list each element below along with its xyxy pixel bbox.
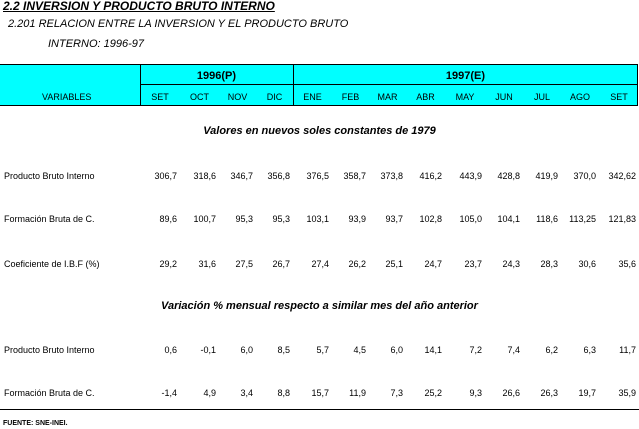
cell: 25,2 <box>424 388 442 398</box>
month-header: SET <box>151 92 169 102</box>
cell: 3,4 <box>240 388 253 398</box>
cell: 9,3 <box>469 388 482 398</box>
source: FUENTE: SNE-INEI. <box>3 420 68 427</box>
row-label: Coeficiente de I.B.F (%) <box>4 259 100 269</box>
cell: 26,2 <box>348 259 366 269</box>
cell: 93,7 <box>385 214 403 224</box>
cell: 113,25 <box>569 214 596 224</box>
cell: -0,1 <box>200 345 216 355</box>
cell: 7,4 <box>507 345 520 355</box>
month-header: MAR <box>377 92 398 102</box>
cell: 6,0 <box>390 345 403 355</box>
month-header: NOV <box>227 92 248 102</box>
row-label: Formación Bruta de C. <box>4 388 95 398</box>
subtitle: 2.201 RELACION ENTRE LA INVERSION Y EL P… <box>8 18 349 30</box>
cell: 11,9 <box>349 388 366 398</box>
cell: 346,7 <box>230 171 253 181</box>
cell: 4,5 <box>353 345 366 355</box>
cell: 121,83 <box>608 214 636 224</box>
cell: 7,2 <box>469 345 482 355</box>
cell: 27,4 <box>311 259 329 269</box>
cell: 376,5 <box>306 171 329 181</box>
cell: 416,2 <box>419 171 442 181</box>
cell: 5,7 <box>316 345 329 355</box>
cell: 100,7 <box>193 214 216 224</box>
cell: 7,3 <box>390 388 403 398</box>
cell: 35,6 <box>618 259 636 269</box>
cell: 6,3 <box>583 345 596 355</box>
cell: 373,8 <box>380 171 403 181</box>
month-header: SET <box>610 92 628 102</box>
cell: 104,1 <box>497 214 520 224</box>
divider <box>0 409 639 410</box>
cell: 93,9 <box>348 214 366 224</box>
divider <box>140 84 638 85</box>
cell: 443,9 <box>459 171 482 181</box>
subtitle: INTERNO: 1996-97 <box>48 38 144 50</box>
cell: 26,3 <box>540 388 558 398</box>
cell: 89,6 <box>159 214 177 224</box>
group-header: 1996(P) <box>196 70 237 82</box>
cell: 24,3 <box>502 259 520 269</box>
cell: 318,6 <box>193 171 216 181</box>
cell: 25,1 <box>385 259 403 269</box>
month-header: FEB <box>341 92 360 102</box>
cell: 306,7 <box>154 171 177 181</box>
cell: 8,8 <box>277 388 290 398</box>
cell: 28,3 <box>540 259 558 269</box>
cell: 103,1 <box>306 214 329 224</box>
cell: 356,8 <box>267 171 290 181</box>
month-header: OCT <box>190 92 209 102</box>
cell: 370,0 <box>573 171 596 181</box>
cell: 14,1 <box>424 345 442 355</box>
month-header: MAY <box>455 92 475 102</box>
cell: 29,2 <box>159 259 177 269</box>
cell: 6,0 <box>240 345 253 355</box>
cell: 95,3 <box>235 214 253 224</box>
cell: 23,7 <box>464 259 482 269</box>
title: 2.2 INVERSION Y PRODUCTO BRUTO INTERNO <box>3 0 275 13</box>
section-heading: Variación % mensual respecto a similar m… <box>161 300 478 312</box>
cell: 11,7 <box>619 345 636 355</box>
cell: 30,6 <box>578 259 596 269</box>
cell: 428,8 <box>497 171 520 181</box>
cell: 35,9 <box>618 388 636 398</box>
month-header: AGO <box>569 92 590 102</box>
row-label: Producto Bruto Interno <box>4 345 95 355</box>
month-header: JUN <box>495 92 513 102</box>
row-label: Formación Bruta de C. <box>4 214 95 224</box>
cell: 8,5 <box>277 345 290 355</box>
month-header: ABR <box>416 92 435 102</box>
section-heading: Valores en nuevos soles constantes de 19… <box>203 125 436 137</box>
cell: 6,2 <box>545 345 558 355</box>
row-label: Producto Bruto Interno <box>4 171 95 181</box>
cell: 27,5 <box>235 259 253 269</box>
cell: 31,6 <box>198 259 216 269</box>
cell: 102,8 <box>419 214 442 224</box>
cell: 118,6 <box>536 214 558 224</box>
cell: 419,9 <box>535 171 558 181</box>
month-header: JUL <box>533 92 550 102</box>
cell: 26,7 <box>272 259 290 269</box>
month-header: DIC <box>266 92 283 102</box>
group-header: 1997(E) <box>445 70 486 82</box>
cell: 342,62 <box>608 171 636 181</box>
month-header: ENE <box>303 92 322 102</box>
cell: 0,6 <box>164 345 177 355</box>
cell: 358,7 <box>343 171 366 181</box>
cell: 26,6 <box>502 388 520 398</box>
cell: 19,7 <box>578 388 596 398</box>
cell: -1,4 <box>161 388 177 398</box>
cell: 95,3 <box>272 214 290 224</box>
column-header: VARIABLES <box>42 92 92 102</box>
cell: 24,7 <box>424 259 442 269</box>
cell: 105,0 <box>459 214 482 224</box>
cell: 4,9 <box>203 388 216 398</box>
cell: 15,7 <box>311 388 329 398</box>
header-band <box>0 64 638 106</box>
